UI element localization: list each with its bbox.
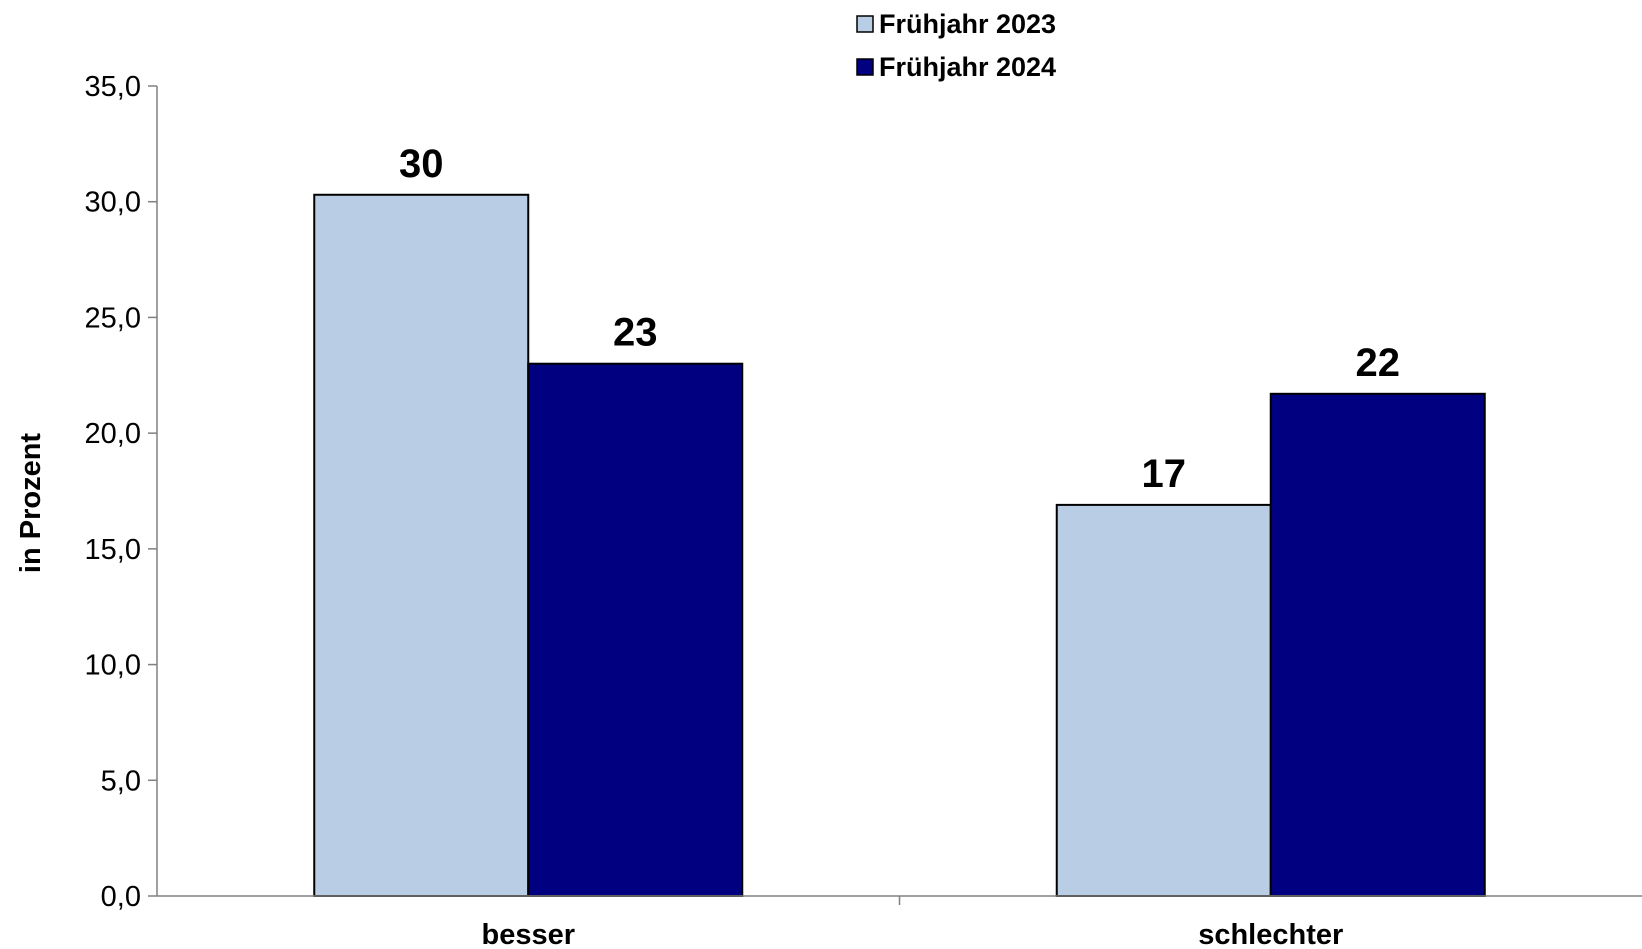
legend-label: Frühjahr 2024 (879, 52, 1056, 82)
y-tick-label: 20,0 (85, 418, 141, 450)
bar-value-label: 17 (1142, 452, 1187, 496)
bar-value-label: 23 (613, 311, 658, 355)
legend-label: Frühjahr 2023 (879, 9, 1056, 39)
bars (313, 193, 1486, 897)
bar-value-label: 30 (399, 142, 444, 186)
y-tick-label: 10,0 (85, 650, 141, 682)
y-axis-ticks: 0,0 5,0 10,0 15,0 20,0 25,0 30,0 35,0 (85, 71, 157, 913)
y-tick-label: 5,0 (101, 765, 141, 797)
data-labels: 30 23 17 22 (399, 142, 1400, 496)
bar (1269, 392, 1486, 897)
category-labels: besser schlechter (481, 919, 1343, 949)
y-tick-label: 35,0 (85, 71, 141, 103)
bar (527, 362, 744, 897)
category-label: schlechter (1198, 919, 1343, 949)
bar (313, 193, 530, 897)
bar (1055, 503, 1272, 897)
axes (156, 86, 1642, 905)
legend-swatch (856, 15, 874, 33)
category-label: besser (481, 919, 575, 949)
legend-swatch (856, 58, 874, 76)
y-tick-label: 0,0 (101, 881, 141, 913)
bar-value-label: 22 (1356, 341, 1401, 385)
y-axis-title: in Prozent (15, 433, 47, 574)
legend: Frühjahr 2023 Frühjahr 2024 (856, 9, 1056, 82)
y-tick-label: 30,0 (85, 187, 141, 219)
y-tick-label: 15,0 (85, 534, 141, 566)
y-tick-label: 25,0 (85, 302, 141, 334)
